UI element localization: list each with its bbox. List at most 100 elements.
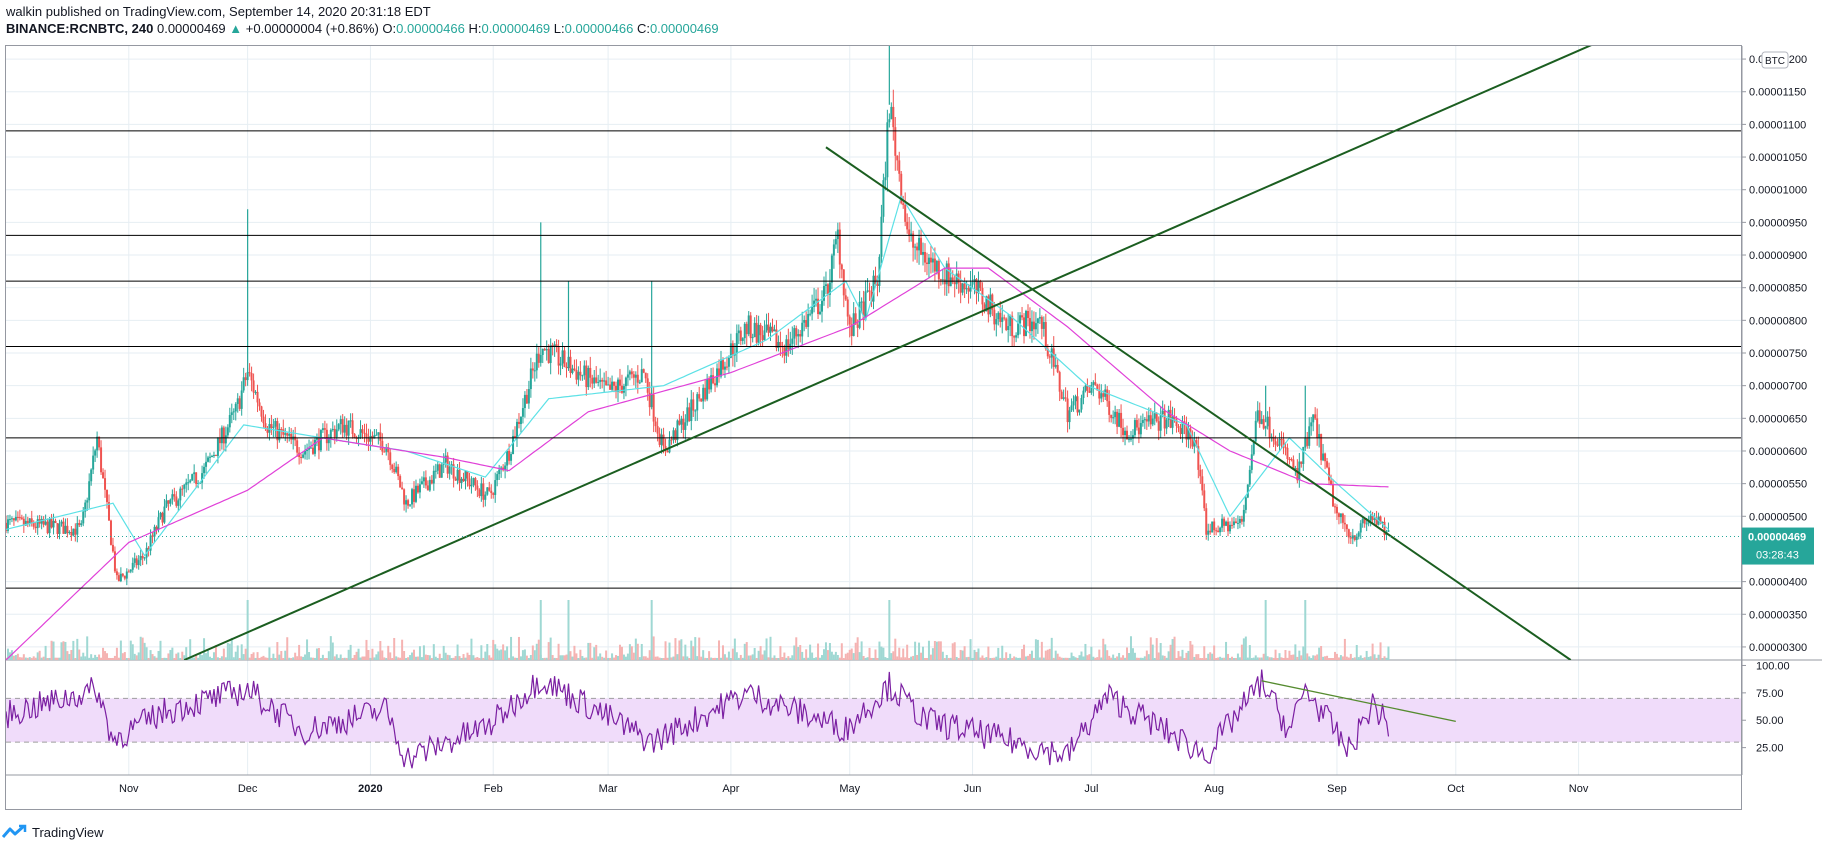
volume-bar [1042,657,1045,660]
volume-bar [1363,657,1366,660]
candle-body [609,384,612,390]
volume-bar [508,657,511,660]
candle-body [993,309,996,325]
time-tick-label: May [839,783,860,795]
candle-body [48,518,51,534]
volume-bar [1361,658,1364,660]
volume-bar [773,655,776,660]
candle-body [876,284,879,286]
candle-body [1379,516,1382,523]
candle-body [939,279,942,281]
candle-body [1034,323,1037,330]
volume-bar [553,657,556,660]
volume-bar [436,657,439,660]
candle-body [100,447,103,473]
volume-bar [476,657,479,660]
tradingview-logo-icon[interactable] [2,824,28,840]
candle-body [407,500,410,506]
candle-body [1341,513,1344,523]
volume-bar [648,650,651,660]
volume-bar [1373,654,1376,660]
volume-bar [1343,638,1346,660]
candle-body [985,296,988,312]
volume-bar [102,647,105,660]
volume-bar [64,641,67,660]
candle-body [5,522,7,531]
chart-canvas[interactable]: 0.000012000.000011500.000011000.00001050… [0,0,1828,815]
candle-body [151,535,154,537]
candle-body [54,520,57,524]
volume-bar [1135,657,1138,660]
candle-body [1120,412,1123,428]
candle-body [1137,427,1140,435]
volume-bar [1284,650,1287,660]
volume-bar [197,657,200,660]
volume-bar [961,650,964,660]
volume-bar [1369,656,1372,660]
candle-body [906,221,909,230]
symbol-label[interactable]: BINANCE:RCNBTC, 240 [6,21,154,36]
volume-bar [484,651,487,660]
candle-body [96,436,99,451]
candle-body [224,435,227,444]
candle-body [361,429,364,433]
volume-bar [74,657,77,660]
candle-body [155,526,158,530]
candle-body [587,367,590,388]
candle-body [575,370,578,380]
candle-body [327,438,330,444]
volume-bar [937,641,940,660]
candle-body [1199,469,1202,477]
candle-body [434,470,437,472]
volume-bar [559,655,562,660]
volume-bar [941,651,944,660]
price-axis: 0.000012000.000011500.000011000.00001050… [1742,51,1814,654]
volume-bar [418,646,421,660]
volume-bar [583,657,586,660]
candle-body [274,421,277,427]
volume-bar [115,647,118,660]
volume-bar [353,654,356,660]
candle-body [280,428,283,430]
volume-spike [539,600,542,660]
volume-bar [52,641,55,660]
candle-body [850,324,853,336]
rsi-tick-label: 75.00 [1756,688,1784,700]
volume-bar [395,656,398,660]
volume-bar [1173,636,1176,660]
volume-bar [117,657,120,660]
volume-bar [597,656,600,660]
volume-bar [1169,644,1172,660]
candle-body [230,412,233,416]
candle-body [226,427,229,436]
candle-body [1250,454,1253,470]
candle-body [125,571,128,579]
volume-bar [874,649,877,660]
volume-bar [1028,653,1031,660]
candle-body [644,372,647,379]
candle-body [512,435,515,455]
candle-body [551,345,554,347]
volume-bar [460,657,463,660]
volume-spike [888,600,891,660]
time-tick-label: Dec [238,783,258,795]
candle-body [1326,461,1329,468]
time-axis: Nov Dec 2020 Feb Mar Apr May Jun Jul Aug Sep Oct Nov [119,783,1589,795]
candle-body [1193,440,1196,447]
volume-bar [838,657,841,660]
candle-body [959,282,962,293]
candle-body [731,343,734,356]
volume-bar [747,655,750,660]
candle-body [353,433,356,438]
volume-bar [1183,657,1186,660]
volume-bar [1207,653,1210,660]
footer-brand[interactable]: TradingView [32,824,104,840]
currency-badge-label: BTC [1765,56,1785,67]
candle-body [1153,413,1156,419]
candle-body [688,407,691,422]
volume-bar [555,657,558,660]
candle-body [52,520,55,528]
volume-bar [876,657,879,660]
candle-body [92,455,95,470]
volume-bar [48,657,51,660]
